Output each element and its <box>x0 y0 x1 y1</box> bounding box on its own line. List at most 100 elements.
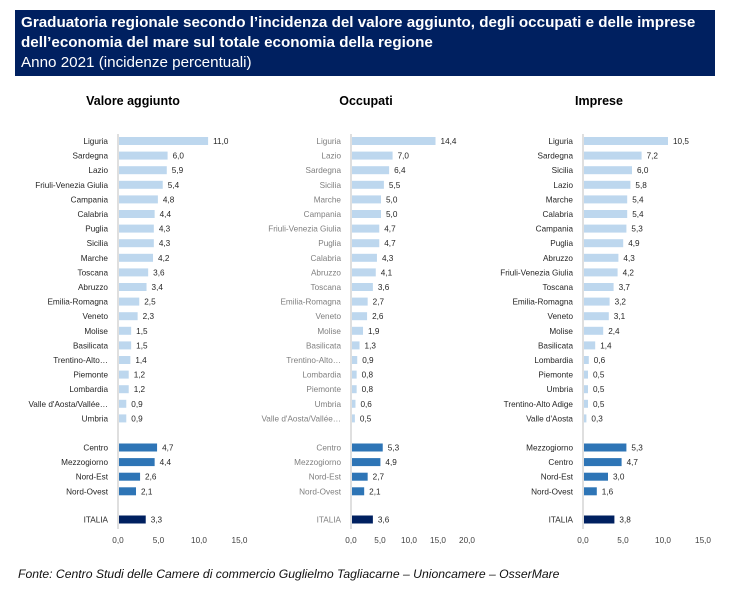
region-value-label: 4,4 <box>160 210 172 219</box>
region-label: Calabria <box>543 210 574 219</box>
region-bar <box>352 268 376 277</box>
region-bar <box>119 151 168 160</box>
region-value-label: 4,7 <box>384 225 396 234</box>
region-bar <box>119 356 131 364</box>
macro-area-bar <box>584 458 622 467</box>
region-value-label: 4,7 <box>384 239 396 248</box>
region-label: Sardegna <box>305 166 341 175</box>
region-label: Calabria <box>311 254 342 263</box>
macro-area-value-label: 2,1 <box>369 487 381 496</box>
region-label: Marche <box>81 254 109 263</box>
region-value-label: 2,6 <box>372 312 384 321</box>
macro-area-label: Mezzogiorno <box>294 458 341 467</box>
macro-area-value-label: 4,7 <box>627 458 639 467</box>
region-label: Basilicata <box>538 341 573 350</box>
region-bar <box>352 239 380 248</box>
macro-area-label: Nord-Ovest <box>531 487 574 496</box>
region-value-label: 5,9 <box>172 166 184 175</box>
x-tick-label: 0,0 <box>345 536 357 545</box>
region-label: Sicilia <box>320 181 342 190</box>
macro-area-bar <box>352 487 365 496</box>
region-value-label: 1,5 <box>136 341 148 350</box>
region-label: Toscana <box>78 268 109 277</box>
region-label: Sardegna <box>537 152 573 161</box>
x-tick-label: 15,0 <box>695 536 711 545</box>
region-bar <box>352 210 381 218</box>
macro-area-value-label: 5,3 <box>388 444 400 453</box>
region-label: Liguria <box>316 137 341 146</box>
x-tick-label: 15,0 <box>430 536 446 545</box>
region-label: Umbria <box>82 414 109 423</box>
region-bar <box>584 253 619 262</box>
italia-value-label: 3,6 <box>378 516 390 525</box>
region-label: Toscana <box>311 283 342 292</box>
region-value-label: 2,5 <box>144 298 156 307</box>
region-label: Trentino-Alto Adige <box>504 400 574 409</box>
region-bar <box>352 180 384 189</box>
macro-area-value-label: 4,9 <box>385 458 397 467</box>
region-bar <box>119 268 149 277</box>
region-value-label: 5,4 <box>632 195 644 204</box>
region-value-label: 3,4 <box>152 283 164 292</box>
macro-area-bar <box>119 458 155 467</box>
region-bar <box>119 253 154 262</box>
region-label: Molise <box>549 327 573 336</box>
region-bar <box>352 385 357 394</box>
region-value-label: 4,3 <box>159 239 171 248</box>
region-value-label: 0,5 <box>360 414 372 423</box>
region-bar <box>352 312 368 321</box>
x-tick-label: 0,0 <box>577 536 589 545</box>
header-subtitle: Anno 2021 (incidenze percentuali) <box>21 54 252 71</box>
region-bar <box>119 326 132 335</box>
region-bar <box>584 312 609 321</box>
macro-area-label: Mezzogiorno <box>526 444 573 453</box>
region-value-label: 0,5 <box>593 385 605 394</box>
region-label: Calabria <box>78 210 109 219</box>
region-bar <box>119 210 155 218</box>
region-bar <box>119 385 129 394</box>
region-value-label: 5,8 <box>635 181 647 190</box>
region-bar <box>352 253 377 262</box>
region-value-label: 5,4 <box>168 181 180 190</box>
region-bar <box>352 151 393 160</box>
region-value-label: 4,8 <box>163 195 175 204</box>
region-bar <box>584 137 668 145</box>
region-value-label: 1,5 <box>136 327 148 336</box>
macro-area-label: Nord-Est <box>309 473 342 482</box>
region-value-label: 0,6 <box>360 400 372 409</box>
region-bar <box>119 283 147 291</box>
macro-area-label: Nord-Est <box>76 473 109 482</box>
region-value-label: 0,9 <box>362 356 374 365</box>
region-label: Friuli-Venezia Giulia <box>500 268 573 277</box>
region-value-label: 0,9 <box>131 414 143 423</box>
region-value-label: 1,3 <box>365 341 377 350</box>
region-value-label: 2,4 <box>608 327 620 336</box>
region-label: Veneto <box>548 312 574 321</box>
region-label: Campania <box>71 195 109 204</box>
region-bar <box>119 180 163 189</box>
region-value-label: 2,7 <box>373 298 385 307</box>
region-value-label: 6,0 <box>173 152 185 161</box>
region-bar <box>119 399 127 408</box>
region-bar <box>584 224 627 233</box>
region-value-label: 5,4 <box>632 210 644 219</box>
region-label: Umbria <box>547 385 574 394</box>
region-label: Veneto <box>316 312 342 321</box>
x-tick-label: 15,0 <box>232 536 248 545</box>
region-value-label: 0,8 <box>362 371 374 380</box>
region-bar <box>584 414 587 423</box>
region-label: Emilia-Romagna <box>512 298 573 307</box>
region-bar <box>352 356 358 364</box>
x-tick-label: 5,0 <box>374 536 386 545</box>
x-tick-label: 10,0 <box>191 536 207 545</box>
region-label: Basilicata <box>73 341 108 350</box>
region-bar <box>352 224 380 233</box>
region-label: Piemonte <box>538 371 573 380</box>
region-label: Campania <box>304 210 342 219</box>
macro-area-value-label: 1,6 <box>602 487 614 496</box>
region-value-label: 1,4 <box>600 341 612 350</box>
macro-area-bar <box>119 472 141 481</box>
region-value-label: 3,2 <box>615 298 627 307</box>
region-label: Lazio <box>88 166 108 175</box>
region-bar <box>119 195 158 204</box>
